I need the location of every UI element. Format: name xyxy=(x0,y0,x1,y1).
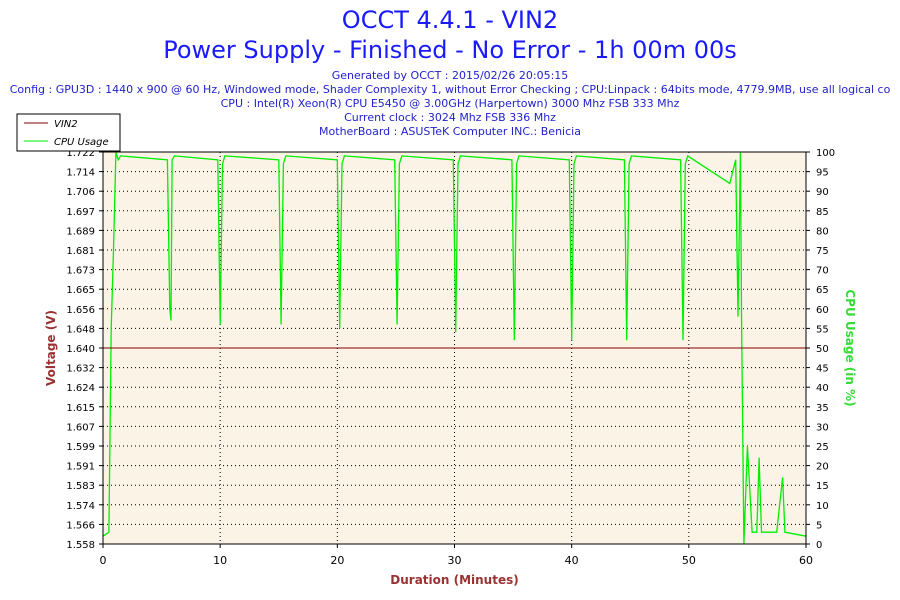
chart-subtitle: Power Supply - Finished - No Error - 1h … xyxy=(163,36,737,64)
legend-label-cpu: CPU Usage xyxy=(54,137,109,148)
y-tick-label-right: 20 xyxy=(816,462,829,473)
y-tick-label-right: 25 xyxy=(816,442,829,453)
y-tick-label-left: 1.583 xyxy=(66,481,95,492)
y-tick-label-left: 1.689 xyxy=(66,226,95,237)
x-tick-label: 30 xyxy=(448,554,462,567)
y-tick-label-left: 1.656 xyxy=(66,305,95,316)
y-axis-title-right: CPU Usage (in %) xyxy=(843,289,857,406)
legend: VIN2 CPU Usage xyxy=(16,113,121,152)
x-axis-title: Duration (Minutes) xyxy=(390,573,518,587)
legend-label-vin2: VIN2 xyxy=(54,119,78,130)
y-axis-title-left: Voltage (V) xyxy=(44,310,58,386)
axis-ticks: 0 10 20 30 40 50 601.5581.5661.5741.5831.5911.… xyxy=(66,148,835,567)
x-tick-label: 60 xyxy=(799,554,813,567)
y-tick-label-left: 1.607 xyxy=(66,422,95,433)
y-tick-label-left: 1.714 xyxy=(66,168,95,179)
y-tick-label-left: 1.632 xyxy=(66,364,95,375)
plot-frame xyxy=(102,151,807,545)
info-cpu: CPU : Intel(R) Xeon(R) CPU E5450 @ 3.00G… xyxy=(220,97,680,110)
chart-title: OCCT 4.4.1 - VIN2 xyxy=(341,6,559,34)
y-tick-label-right: 45 xyxy=(816,364,829,375)
series-group xyxy=(102,151,807,545)
legend-box xyxy=(16,113,121,152)
y-tick-label-left: 1.615 xyxy=(66,403,95,414)
y-tick-label-right: 50 xyxy=(816,344,829,355)
y-tick-label-right: 60 xyxy=(816,305,829,316)
y-tick-label-left: 1.681 xyxy=(66,246,95,257)
y-tick-label-left: 1.566 xyxy=(66,520,95,531)
y-tick-label-right: 80 xyxy=(816,226,829,237)
y-tick-label-left: 1.673 xyxy=(66,266,95,277)
y-tick-label-right: 5 xyxy=(816,520,822,531)
y-tick-label-right: 30 xyxy=(816,422,829,433)
series-line-cpu-usage xyxy=(102,151,807,545)
y-tick-label-right: 55 xyxy=(816,324,829,335)
y-tick-label-right: 15 xyxy=(816,481,829,492)
y-tick-label-right: 75 xyxy=(816,246,829,257)
y-tick-label-left: 1.706 xyxy=(66,187,95,198)
x-tick-label: 20 xyxy=(330,554,344,567)
y-tick-label-right: 100 xyxy=(816,148,835,159)
info-generated: Generated by OCCT : 2015/02/26 20:05:15 xyxy=(331,69,569,82)
y-tick-label-left: 1.599 xyxy=(66,442,95,453)
y-tick-label-right: 0 xyxy=(816,540,822,551)
y-tick-label-right: 95 xyxy=(816,168,829,179)
x-tick-label: 50 xyxy=(682,554,696,567)
y-tick-label-left: 1.574 xyxy=(66,501,95,512)
y-tick-label-left: 1.591 xyxy=(66,462,95,473)
y-tick-label-right: 65 xyxy=(816,285,829,296)
info-clock: Current clock : 3024 Mhz FSB 336 Mhz xyxy=(344,111,556,124)
x-tick-label: 10 xyxy=(213,554,227,567)
y-tick-label-left: 1.648 xyxy=(66,324,95,335)
y-tick-label-left: 1.722 xyxy=(66,148,95,159)
y-tick-label-right: 90 xyxy=(816,187,829,198)
info-motherboard: MotherBoard : ASUSTeK Computer INC.: Ben… xyxy=(319,125,581,138)
y-tick-label-left: 1.640 xyxy=(66,344,95,355)
info-config: Config : GPU3D : 1440 x 900 @ 60 Hz, Win… xyxy=(9,83,891,96)
y-tick-label-left: 1.558 xyxy=(66,540,95,551)
x-tick-label: 40 xyxy=(565,554,579,567)
y-tick-label-left: 1.697 xyxy=(66,207,95,218)
y-tick-label-right: 85 xyxy=(816,207,829,218)
y-tick-label-right: 10 xyxy=(816,501,829,512)
y-tick-label-right: 40 xyxy=(816,383,829,394)
x-tick-label: 0 xyxy=(100,554,107,567)
y-tick-label-left: 1.665 xyxy=(66,285,95,296)
y-tick-label-right: 35 xyxy=(816,403,829,414)
y-tick-label-right: 70 xyxy=(816,266,829,277)
y-tick-label-left: 1.624 xyxy=(66,383,95,394)
